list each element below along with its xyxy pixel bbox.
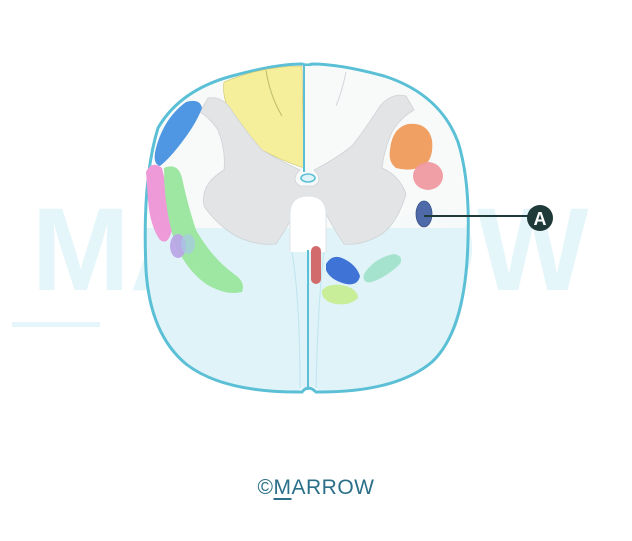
brand-first-letter: M [273, 476, 292, 499]
tectospinal-tract [363, 254, 402, 283]
callout-label-badge [527, 205, 553, 231]
fasciculus-line-left [265, 69, 283, 117]
reticulospinal-tract [322, 284, 358, 305]
spinotectal-tract [181, 234, 195, 254]
copyright-symbol: © [257, 476, 274, 499]
grey-matter [199, 94, 415, 245]
spinothalamic-tract [164, 166, 243, 293]
lateral-corticospinal-tract [389, 123, 433, 170]
copyright-footer: ©MARROW [0, 476, 632, 500]
fasciculus-line-right [335, 71, 347, 107]
vestibulospinal-tract [326, 256, 360, 285]
ventral-corticospinal-tract [311, 246, 321, 284]
central-canal [300, 173, 316, 183]
brand-rest: ARROW [291, 476, 375, 499]
cord-outline [143, 62, 470, 394]
tract-a [415, 200, 433, 228]
rubrospinal-tract [413, 162, 443, 190]
ventral-median-fissure [289, 195, 327, 252]
ventral-fissure-edges [291, 251, 325, 389]
dorsal-spinocerebellar-tract [154, 100, 202, 166]
callout-label-a: A [534, 209, 547, 229]
watermark-underline [12, 322, 100, 327]
